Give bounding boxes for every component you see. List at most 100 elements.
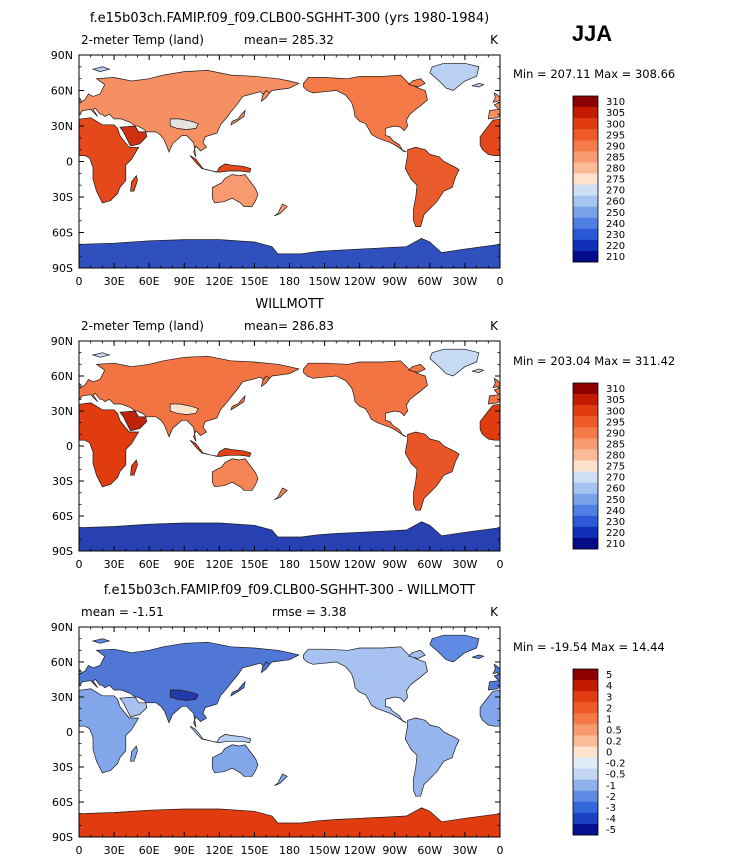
y-tick-label: 0 bbox=[66, 440, 73, 453]
region-tibet bbox=[169, 689, 199, 701]
colorbar-label: 5 bbox=[606, 670, 612, 681]
island-svalbard bbox=[91, 352, 111, 358]
colorbar-swatch bbox=[573, 129, 598, 141]
mean-text: mean= 285.32 bbox=[244, 33, 334, 47]
colorbar-swatch bbox=[573, 515, 598, 528]
colorbar-swatch bbox=[573, 801, 598, 814]
rmse-text: rmse = 3.38 bbox=[272, 605, 346, 619]
colorbar-label: -0.2 bbox=[606, 759, 626, 770]
map-area bbox=[79, 627, 500, 837]
x-tick-label: 90W bbox=[382, 558, 407, 571]
region-australia bbox=[211, 744, 259, 777]
x-tick-label: 30E bbox=[104, 275, 125, 288]
region-africa bbox=[79, 688, 140, 774]
island-svalbard bbox=[91, 66, 111, 72]
island-nz bbox=[274, 773, 288, 787]
y-tick-label: 60N bbox=[51, 85, 73, 98]
colorbar-label: -2 bbox=[606, 792, 616, 803]
colorbar-label: 260 bbox=[606, 484, 625, 495]
island-uk-wrap bbox=[492, 377, 500, 389]
colorbar-swatch bbox=[573, 504, 598, 517]
island-kamchatka bbox=[260, 90, 271, 103]
x-tick-label: 30W bbox=[452, 844, 477, 857]
island-kamchatka bbox=[260, 661, 271, 674]
y-tick-label: 0 bbox=[66, 726, 73, 739]
island-nz bbox=[274, 203, 288, 217]
chart-title: WILLMOTT bbox=[255, 297, 323, 312]
x-tick-label: 60W bbox=[417, 844, 442, 857]
island-baffin bbox=[408, 78, 426, 88]
colorbar-frame bbox=[572, 382, 599, 550]
colorbar-swatch bbox=[573, 482, 598, 494]
region-africa bbox=[79, 402, 140, 488]
colorbar-swatch bbox=[573, 680, 598, 692]
colorbar-label: 305 bbox=[606, 395, 625, 406]
colorbar-swatch bbox=[573, 669, 598, 681]
island-japan bbox=[230, 680, 246, 697]
y-tick-label: 60S bbox=[52, 227, 73, 240]
colorbar-label: 275 bbox=[606, 175, 625, 186]
region-south-america bbox=[404, 717, 460, 797]
units-label: K bbox=[490, 319, 499, 333]
colorbar-label: 210 bbox=[606, 252, 625, 263]
x-tick-label: 0 bbox=[76, 275, 83, 288]
island-iceland-wrap bbox=[471, 83, 485, 88]
y-tick-label: 90N bbox=[51, 49, 73, 62]
minmax-text: Min = -19.54 Max = 14.44 bbox=[513, 640, 665, 654]
colorbar-label: 210 bbox=[606, 539, 625, 550]
colorbar-swatch bbox=[573, 449, 598, 461]
colorbar-swatch bbox=[573, 173, 598, 185]
colorbar-label: 285 bbox=[606, 152, 625, 163]
y-tick-label: 30S bbox=[52, 475, 73, 488]
chart-panel-1: f.e15b03ch.FAMIP.f09_f09.CLB00-SGHHT-300… bbox=[51, 11, 675, 288]
season-label: JJA bbox=[572, 21, 612, 46]
region-eurasia bbox=[79, 355, 300, 442]
colorbar-label: 0.5 bbox=[606, 725, 622, 736]
region-tibet bbox=[169, 403, 199, 415]
x-tick-label: 120W bbox=[344, 558, 376, 571]
x-tick-label: 60E bbox=[139, 844, 160, 857]
colorbar-swatch bbox=[573, 713, 598, 725]
x-tick-label: 120W bbox=[344, 275, 376, 288]
colorbar-label: 300 bbox=[606, 406, 625, 417]
colorbar-label: 220 bbox=[606, 528, 625, 539]
colorbar-swatch bbox=[573, 416, 598, 428]
y-tick-label: 90N bbox=[51, 621, 73, 634]
island-baffin bbox=[408, 649, 426, 659]
colorbar-label: 250 bbox=[606, 495, 625, 506]
colorbar: 3103053002952902852802752702602502402302… bbox=[572, 95, 625, 263]
colorbar-swatch bbox=[573, 427, 598, 439]
island-kamchatka bbox=[260, 375, 271, 388]
region-indonesia bbox=[189, 155, 252, 173]
colorbar-swatch bbox=[573, 394, 598, 406]
x-tick-label: 60W bbox=[417, 558, 442, 571]
x-tick-label: 60E bbox=[139, 558, 160, 571]
x-tick-label: 0 bbox=[497, 558, 504, 571]
y-tick-label: 60S bbox=[52, 510, 73, 523]
region-antarctica bbox=[79, 807, 500, 837]
colorbar-swatch bbox=[573, 493, 598, 506]
colorbar-label: 3 bbox=[606, 692, 612, 703]
colorbar-label: 270 bbox=[606, 473, 625, 484]
colorbar-swatch bbox=[573, 537, 598, 550]
colorbar-label: 305 bbox=[606, 108, 625, 119]
y-tick-label: 90S bbox=[52, 262, 73, 275]
colorbar-swatch bbox=[573, 118, 598, 130]
region-australia bbox=[211, 174, 259, 207]
island-uk-wrap bbox=[492, 92, 500, 103]
colorbar-label: 0 bbox=[606, 748, 612, 759]
colorbar-label: 270 bbox=[606, 186, 625, 197]
colorbar-swatch bbox=[573, 162, 598, 174]
x-tick-label: 180 bbox=[279, 844, 300, 857]
colorbar-swatch bbox=[573, 140, 598, 152]
region-indonesia bbox=[189, 439, 252, 457]
colorbar-swatch bbox=[573, 438, 598, 450]
colorbar-swatch bbox=[573, 383, 598, 395]
x-tick-label: 30E bbox=[104, 558, 125, 571]
island-uk bbox=[79, 97, 82, 101]
y-tick-label: 90N bbox=[51, 335, 73, 348]
x-tick-label: 90W bbox=[382, 275, 407, 288]
units-label: K bbox=[490, 605, 499, 619]
minmax-text: Min = 207.11 Max = 308.66 bbox=[513, 67, 675, 81]
x-tick-label: 0 bbox=[497, 275, 504, 288]
